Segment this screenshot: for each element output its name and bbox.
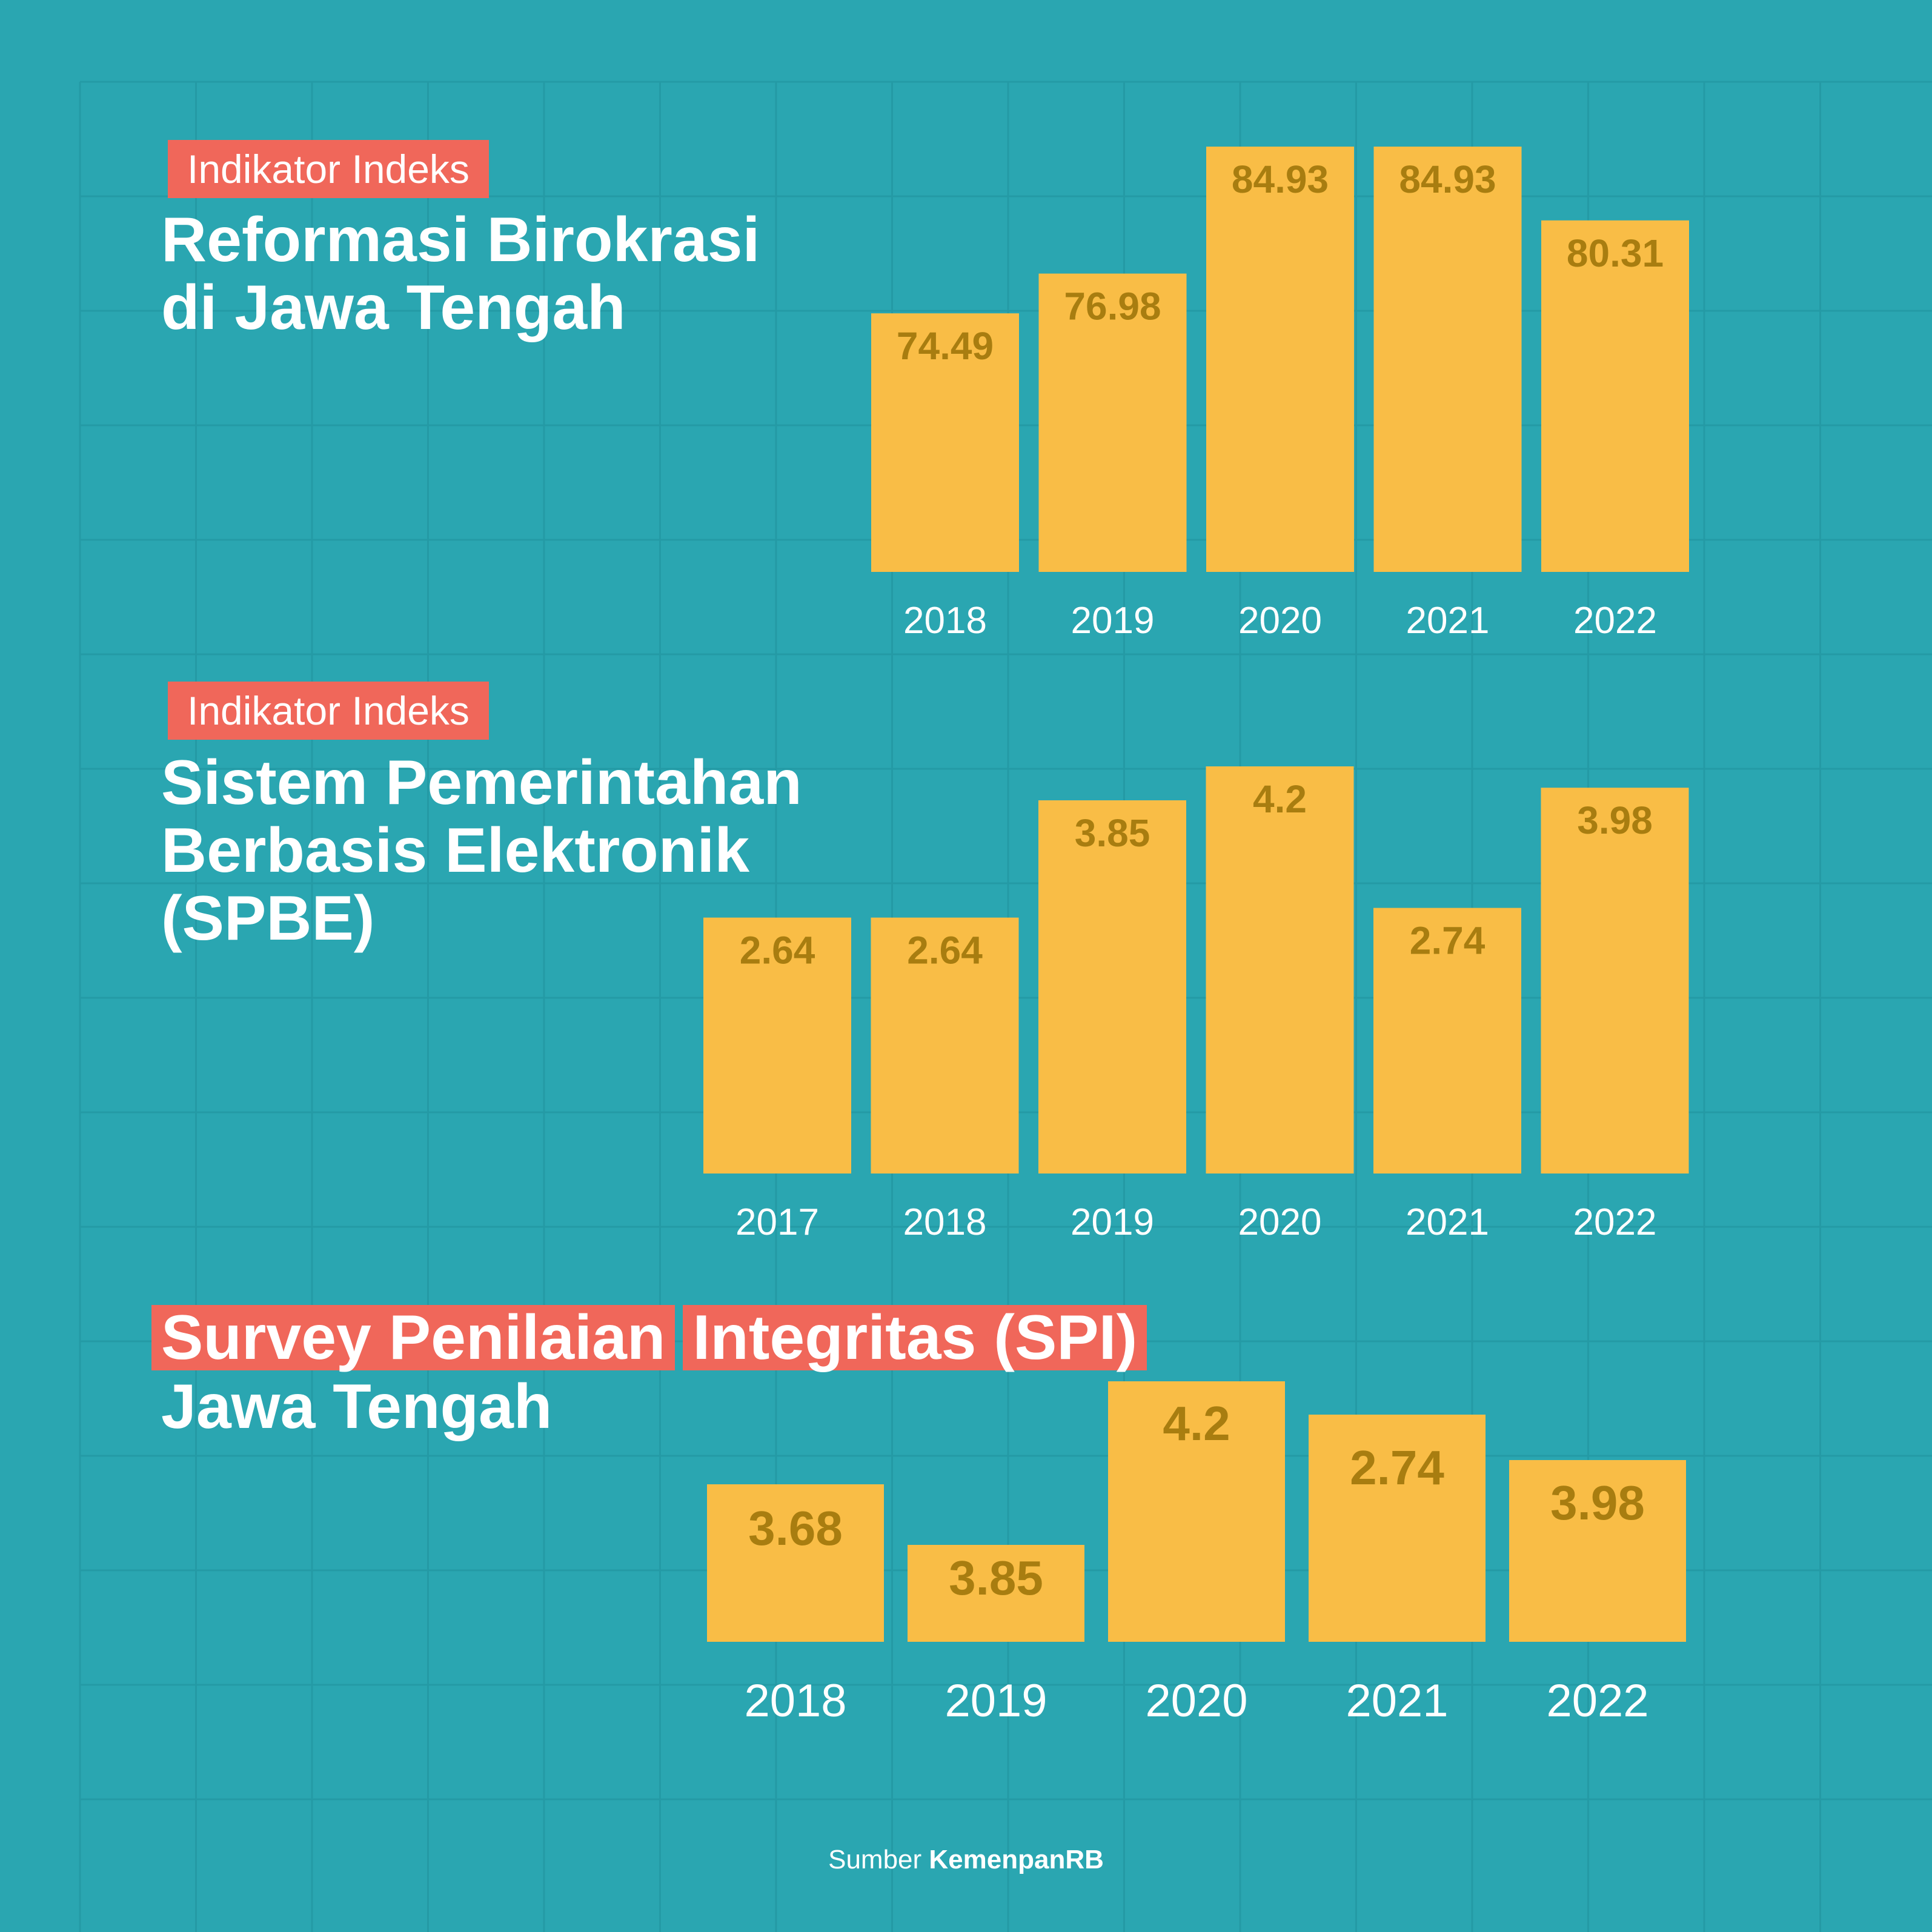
bar-value-label: 2.74: [1410, 919, 1486, 963]
title-line: (SPBE): [161, 883, 375, 954]
source-prefix: Sumber: [828, 1845, 922, 1874]
x-tick-label: 2020: [1238, 1201, 1322, 1243]
bar-value-label: 76.98: [1064, 285, 1161, 328]
x-tick-label: 2017: [735, 1201, 819, 1243]
bar: [1541, 220, 1689, 573]
bar-value-label: 2.74: [1350, 1441, 1444, 1495]
x-tick-label: 2019: [1071, 600, 1155, 642]
x-tick-label: 2019: [1071, 1201, 1154, 1243]
x-tick-label: 2020: [1145, 1675, 1247, 1727]
x-tick-label: 2019: [944, 1675, 1047, 1727]
title-line-highlighted: Integritas (SPI): [683, 1305, 1147, 1370]
source-footer: Sumber KemenpanRB: [0, 1845, 1932, 1875]
bar: [1309, 1415, 1486, 1642]
source-name: KemenpanRB: [929, 1845, 1104, 1874]
bar-value-label: 84.93: [1232, 158, 1329, 201]
bar-value-label: 3.98: [1550, 1476, 1645, 1530]
chart-title: Sistem Pemerintahan Berbasis Elektronik …: [161, 749, 802, 952]
bar: [1541, 788, 1689, 1173]
bar-value-label: 2.64: [907, 929, 983, 972]
x-tick-label: 2018: [744, 1675, 846, 1727]
title-line: Sistem Pemerintahan: [161, 748, 802, 818]
x-tick-label: 2021: [1406, 1201, 1489, 1243]
bar-value-label: 3.68: [748, 1501, 843, 1555]
bar: [1038, 273, 1187, 572]
bar: [1038, 800, 1186, 1173]
x-tick-label: 2021: [1346, 1675, 1448, 1727]
title-line: di Jawa Tengah: [161, 273, 626, 343]
bar: [1373, 908, 1521, 1173]
chart-title: Survey Penilaian Integritas (SPI) Jawa T…: [151, 1304, 1147, 1442]
bar: [908, 1545, 1084, 1642]
bar-value-label: 4.2: [1163, 1396, 1230, 1450]
x-tick-label: 2020: [1238, 600, 1322, 642]
x-tick-label: 2022: [1573, 600, 1657, 642]
x-tick-label: 2022: [1546, 1675, 1648, 1727]
x-tick-label: 2018: [903, 1201, 987, 1243]
bar-value-label: 84.93: [1399, 158, 1496, 201]
bar-value-label: 3.98: [1577, 798, 1653, 842]
bar: [871, 313, 1019, 572]
bar: [1373, 147, 1522, 572]
title-line: Berbasis Elektronik: [161, 815, 750, 886]
bar: [1509, 1460, 1686, 1642]
chart-title: Reformasi Birokrasi di Jawa Tengah: [161, 206, 760, 342]
x-tick-label: 2018: [903, 600, 987, 642]
bar-value-label: 4.2: [1253, 777, 1307, 821]
bar: [1108, 1381, 1285, 1642]
x-tick-label: 2022: [1573, 1201, 1657, 1243]
title-line: Jawa Tengah: [161, 1372, 553, 1442]
bar-value-label: 80.31: [1567, 231, 1664, 275]
bar: [1206, 147, 1354, 572]
indicator-tag: Indikator Indeks: [168, 140, 489, 198]
bar: [1206, 766, 1354, 1173]
bar-value-label: 3.85: [1075, 811, 1150, 855]
bar: [703, 917, 851, 1173]
x-tick-label: 2021: [1406, 600, 1490, 642]
bar-value-label: 74.49: [897, 324, 994, 368]
title-line-highlighted: Survey Penilaian: [151, 1305, 676, 1370]
bar: [707, 1484, 884, 1642]
title-line: Reformasi Birokrasi: [161, 205, 760, 275]
bar-value-label: 2.64: [740, 929, 815, 972]
bar: [871, 917, 1019, 1173]
indicator-tag: Indikator Indeks: [168, 682, 489, 740]
bar-value-label: 3.85: [949, 1551, 1043, 1605]
